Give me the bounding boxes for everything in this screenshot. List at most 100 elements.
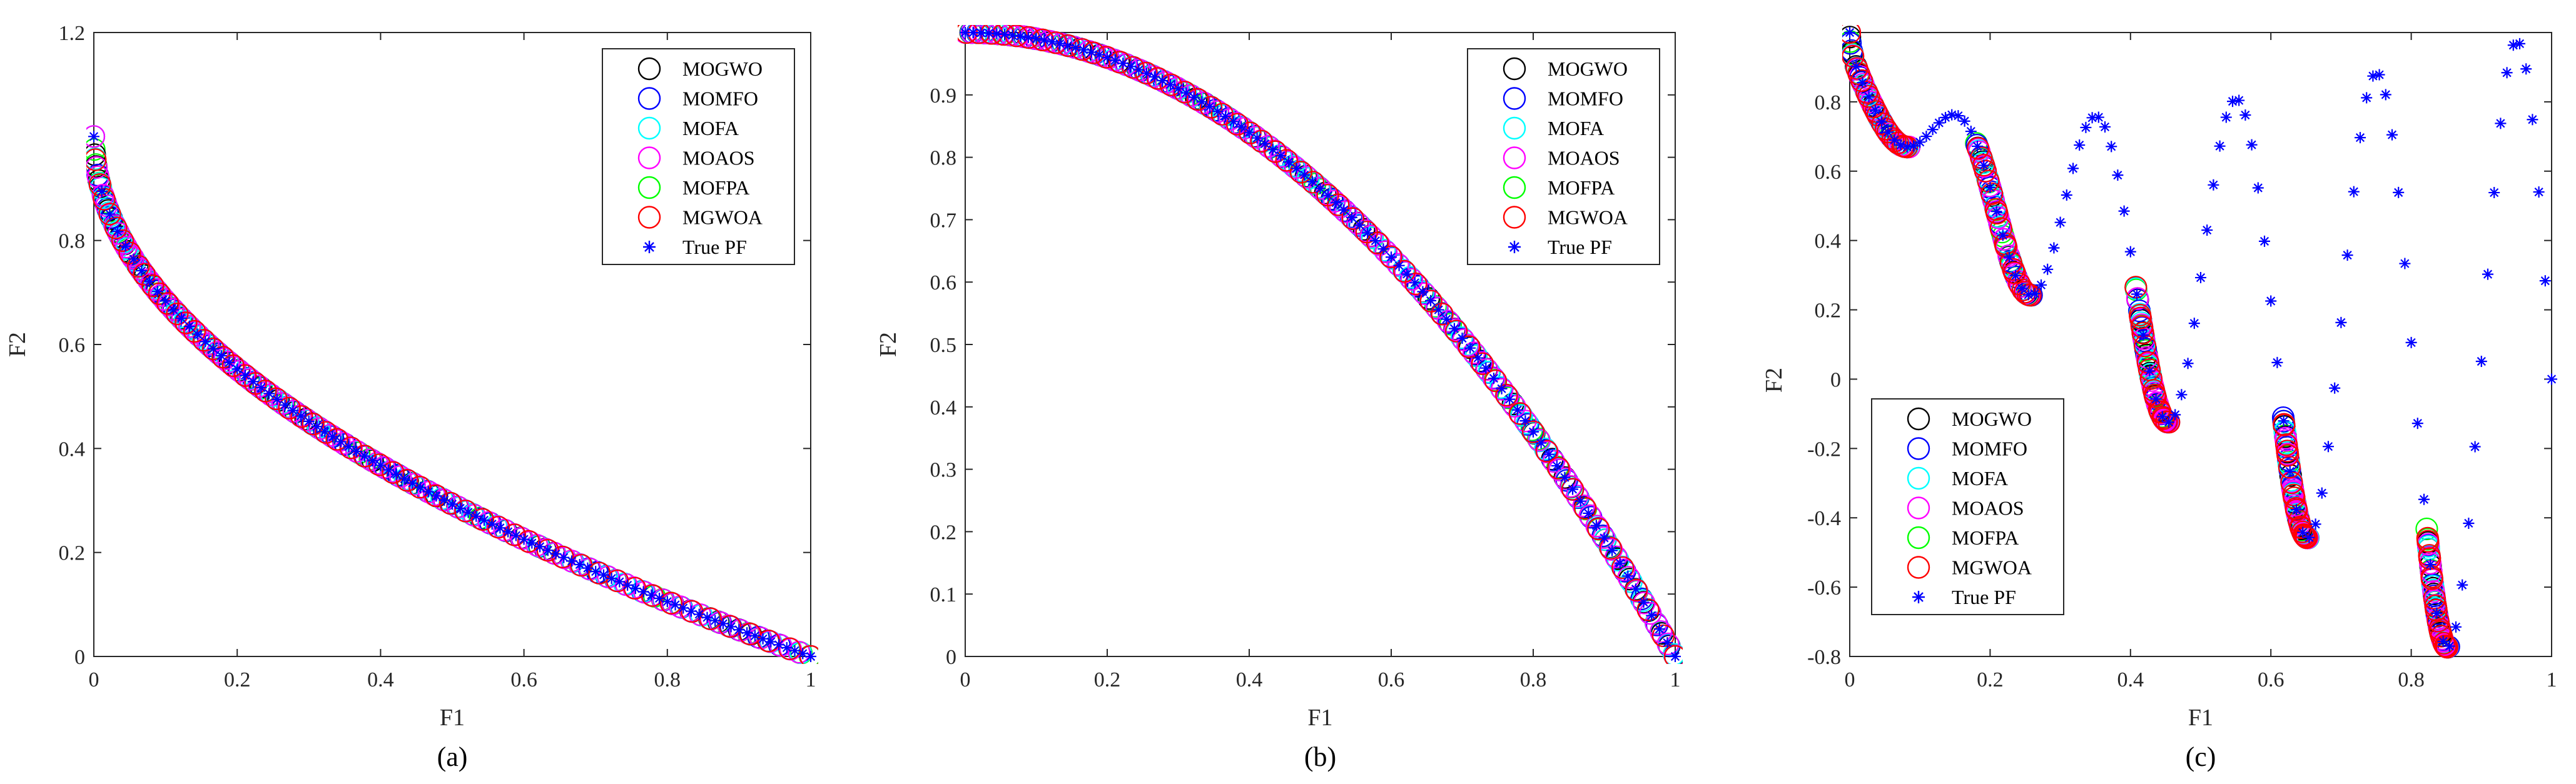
- point-moaos: [271, 392, 295, 415]
- point-true-pf: [765, 636, 777, 648]
- point-true-pf: [2150, 393, 2162, 405]
- point-true-pf: [1857, 77, 1869, 89]
- point-true-pf: [2418, 493, 2430, 505]
- legend-label: MOMFO: [682, 88, 758, 110]
- x-tick-label: 1: [2547, 668, 2557, 691]
- x-tick-label: 0: [89, 668, 99, 691]
- point-mgwoa: [2273, 413, 2296, 436]
- point-true-pf: [327, 431, 338, 443]
- point-mgwoa: [2278, 456, 2301, 479]
- point-true-pf: [287, 405, 299, 416]
- point-true-pf: [1007, 29, 1018, 41]
- y-tick-label: -0.6: [1807, 576, 1841, 600]
- point-true-pf: [661, 596, 673, 608]
- legend-marker-mgwoa: [1503, 206, 1526, 229]
- point-true-pf: [1346, 211, 1357, 223]
- legend-label: MOMFO: [1548, 88, 1623, 110]
- x-axis-label: F1: [440, 705, 465, 731]
- point-momfo: [321, 425, 344, 448]
- point-true-pf: [1157, 75, 1169, 87]
- point-true-pf: [693, 608, 705, 620]
- plot-frame: [1849, 32, 2552, 657]
- point-moaos: [256, 381, 279, 404]
- y-tick-label: 0.4: [930, 396, 957, 420]
- point-moaos: [1400, 268, 1423, 291]
- point-mgwoa: [659, 591, 682, 615]
- point-true-pf: [2501, 67, 2513, 79]
- point-moaos: [1379, 244, 1402, 268]
- point-true-pf: [2239, 109, 2251, 121]
- point-true-pf: [1441, 313, 1453, 325]
- point-true-pf: [439, 494, 450, 506]
- point-true-pf: [383, 464, 395, 476]
- point-true-pf: [1235, 121, 1247, 133]
- point-mgwoa: [1366, 231, 1389, 254]
- point-true-pf: [1869, 104, 1881, 116]
- point-mofpa: [2415, 517, 2438, 541]
- y-axis-label: F2: [1761, 368, 1787, 393]
- point-mgwoa: [1239, 121, 1262, 144]
- point-true-pf: [646, 589, 657, 601]
- point-true-pf: [534, 541, 546, 553]
- point-mgwoa: [1611, 556, 1635, 580]
- point-mgwoa: [1985, 201, 2009, 224]
- point-true-pf: [1204, 101, 1215, 113]
- point-moaos: [86, 125, 106, 148]
- point-true-pf: [2169, 409, 2181, 421]
- point-moaos: [1585, 515, 1608, 538]
- point-true-pf: [247, 376, 259, 388]
- point-true-pf: [2361, 92, 2373, 104]
- point-mgwoa: [395, 469, 419, 492]
- point-true-pf: [2061, 189, 2072, 201]
- point-true-pf: [1661, 636, 1673, 648]
- point-true-pf: [999, 29, 1011, 41]
- point-true-pf: [781, 642, 793, 654]
- point-true-pf: [597, 569, 609, 581]
- point-mgwoa: [2143, 383, 2166, 406]
- point-true-pf: [983, 28, 995, 39]
- point-true-pf: [2265, 295, 2277, 307]
- point-true-pf: [1567, 483, 1579, 495]
- y-tick-label: 0.4: [1815, 230, 1842, 253]
- chart-panel-c: 0 0.2 0.4 0.6 0.8 1 -0.8 -0.6 -0.4 -0.2 0 0.2 0.4 0.6…: [1761, 25, 2557, 772]
- legend: MOGWO MOMFO MOFA MOAOS MOFPA MGWOA True PF: [602, 48, 795, 265]
- point-true-pf: [183, 321, 195, 333]
- point-true-pf: [2469, 441, 2481, 453]
- x-tick-label: 0.6: [2258, 668, 2284, 691]
- point-true-pf: [2092, 111, 2104, 123]
- point-moaos: [206, 341, 229, 364]
- panel-caption: (c): [2186, 741, 2216, 772]
- point-true-pf: [1259, 138, 1271, 149]
- point-true-pf: [1085, 46, 1097, 58]
- point-true-pf: [1940, 111, 1951, 123]
- point-true-pf: [960, 27, 971, 38]
- point-true-pf: [1369, 235, 1381, 247]
- point-mgwoa: [2294, 525, 2317, 548]
- point-true-pf: [1022, 31, 1034, 43]
- point-moaos: [1219, 108, 1242, 131]
- point-moaos: [328, 429, 351, 453]
- point-true-pf: [2259, 235, 2270, 247]
- point-moaos: [1192, 91, 1215, 114]
- point-true-pf: [574, 559, 586, 571]
- point-true-pf: [1425, 294, 1437, 306]
- point-mgwoa: [1095, 46, 1118, 69]
- point-mogwo: [1842, 26, 1862, 49]
- point-moaos: [239, 368, 262, 391]
- point-true-pf: [1164, 79, 1176, 91]
- point-true-pf: [2507, 39, 2519, 51]
- point-true-pf: [797, 648, 809, 660]
- point-mgwoa: [2423, 586, 2446, 610]
- point-true-pf: [208, 343, 219, 354]
- point-true-pf: [686, 605, 697, 617]
- point-true-pf: [1386, 251, 1397, 263]
- point-true-pf: [1102, 51, 1113, 63]
- legend-marker-mofpa: [1907, 526, 1930, 550]
- point-true-pf: [2373, 69, 2385, 81]
- point-mgwoa: [202, 337, 225, 361]
- x-axis-label: F1: [2188, 705, 2213, 731]
- point-true-pf: [582, 562, 594, 574]
- y-tick-label: 0: [946, 646, 956, 669]
- point-mgwoa: [1379, 245, 1402, 268]
